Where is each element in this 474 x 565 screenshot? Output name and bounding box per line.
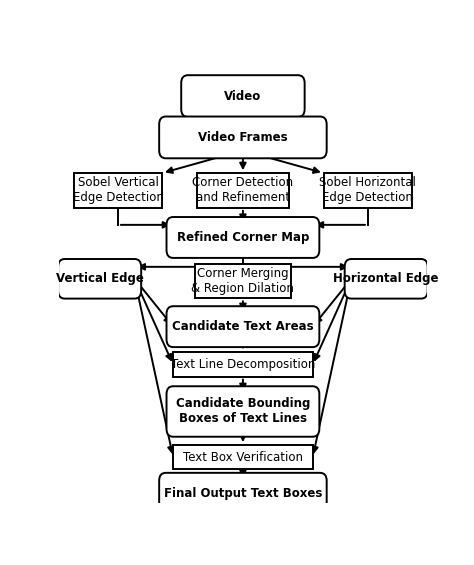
FancyBboxPatch shape bbox=[58, 259, 141, 298]
Text: Vertical Edge: Vertical Edge bbox=[56, 272, 144, 285]
FancyBboxPatch shape bbox=[166, 217, 319, 258]
FancyBboxPatch shape bbox=[197, 173, 289, 208]
FancyBboxPatch shape bbox=[195, 263, 291, 298]
Text: Candidate Bounding
Boxes of Text Lines: Candidate Bounding Boxes of Text Lines bbox=[176, 398, 310, 425]
Text: Horizontal Edge: Horizontal Edge bbox=[333, 272, 439, 285]
FancyBboxPatch shape bbox=[345, 259, 428, 298]
Text: Corner Detection
and Refinement: Corner Detection and Refinement bbox=[192, 176, 293, 205]
Text: Candidate Text Areas: Candidate Text Areas bbox=[172, 320, 314, 333]
Text: Sobel Horizontal
Edge Detection: Sobel Horizontal Edge Detection bbox=[319, 176, 416, 205]
Text: Sobel Vertical
Edge Detection: Sobel Vertical Edge Detection bbox=[73, 176, 164, 205]
Text: Final Output Text Boxes: Final Output Text Boxes bbox=[164, 487, 322, 500]
Text: Text Line Decomposition: Text Line Decomposition bbox=[171, 358, 315, 371]
Text: Refined Corner Map: Refined Corner Map bbox=[177, 231, 309, 244]
Text: Text Box Verification: Text Box Verification bbox=[183, 451, 303, 464]
FancyBboxPatch shape bbox=[74, 173, 162, 208]
FancyBboxPatch shape bbox=[173, 445, 313, 470]
FancyBboxPatch shape bbox=[159, 473, 327, 514]
FancyBboxPatch shape bbox=[166, 306, 319, 347]
FancyBboxPatch shape bbox=[324, 173, 412, 208]
Text: Video Frames: Video Frames bbox=[198, 131, 288, 144]
FancyBboxPatch shape bbox=[173, 353, 313, 377]
Text: Video: Video bbox=[224, 90, 262, 103]
Text: Corner Merging
& Region Dilation: Corner Merging & Region Dilation bbox=[191, 267, 294, 295]
FancyBboxPatch shape bbox=[159, 116, 327, 158]
FancyBboxPatch shape bbox=[166, 386, 319, 437]
FancyBboxPatch shape bbox=[181, 75, 305, 117]
